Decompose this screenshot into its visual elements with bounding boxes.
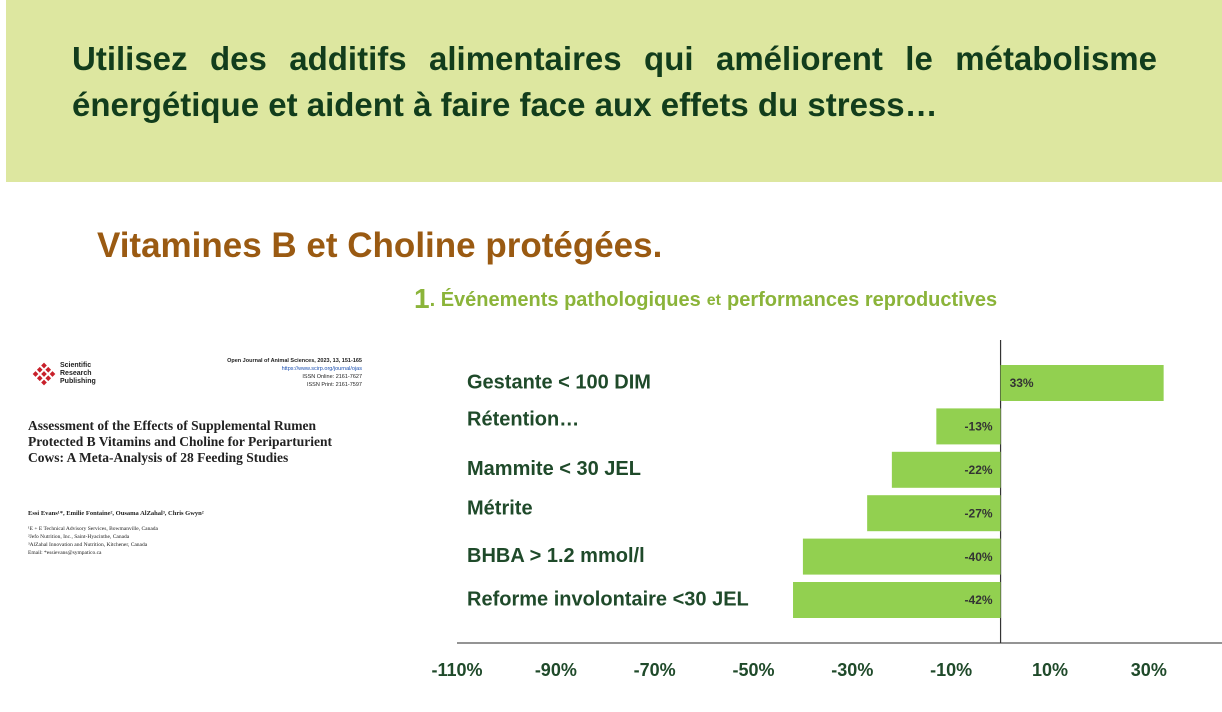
bar bbox=[1000, 365, 1164, 401]
category-label: Gestante < 100 DIM bbox=[467, 371, 651, 393]
header-band: Utilisez des additifs alimentaires qui a… bbox=[6, 0, 1222, 182]
category-label: Métrite bbox=[467, 497, 533, 519]
title-part: performances reproductives bbox=[727, 289, 997, 311]
journal: Open Journal of Animal Sciences, 2023, 1… bbox=[227, 358, 362, 364]
affiliations: ¹E + E Technical Advisory Services, Bowm… bbox=[28, 525, 158, 557]
issn-online: ISSN Online: 2161-7627 bbox=[302, 374, 362, 380]
bar bbox=[793, 582, 1001, 618]
x-tick-label: -30% bbox=[831, 660, 873, 680]
paper-meta: Open Journal of Animal Sciences, 2023, 1… bbox=[227, 357, 362, 389]
title-number: 1 bbox=[414, 283, 430, 314]
value-label: -42% bbox=[965, 593, 993, 607]
paper-title: Assessment of the Effects of Supplementa… bbox=[28, 418, 332, 465]
title-part: et bbox=[707, 292, 722, 309]
affiliation: ²Jefo Nutrition, Inc., Saint-Hyacinthe, … bbox=[28, 534, 130, 540]
x-tick-label: -70% bbox=[634, 660, 676, 680]
x-tick-label: -90% bbox=[535, 660, 577, 680]
affiliation: Email: *essievans@sympatico.ca bbox=[28, 550, 102, 556]
chart-title: 1. Événements pathologiques et performance… bbox=[414, 283, 997, 314]
subtitle: Vitamines B et Choline protégées. bbox=[97, 226, 663, 265]
bar bbox=[867, 495, 1001, 532]
value-label: -40% bbox=[965, 550, 993, 564]
x-tick-label: -110% bbox=[431, 660, 482, 680]
paper-authors: Essi Evans¹*, Emilie Fontaine², Ousama A… bbox=[28, 510, 204, 517]
publisher-logo bbox=[32, 362, 56, 386]
title-part: . Événements pathologiques bbox=[430, 288, 701, 311]
x-tick-label: 10% bbox=[1032, 660, 1068, 680]
header-title: Utilisez des additifs alimentaires qui a… bbox=[72, 40, 1157, 123]
journal-url[interactable]: https://www.scirp.org/journal/ojas bbox=[281, 366, 362, 372]
affiliation: ¹E + E Technical Advisory Services, Bowm… bbox=[28, 526, 158, 532]
bar bbox=[802, 538, 1001, 575]
value-label: -13% bbox=[965, 420, 993, 434]
category-label: Rétention… bbox=[467, 409, 579, 431]
value-label: -27% bbox=[965, 506, 993, 520]
x-tick-label: 30% bbox=[1131, 660, 1167, 680]
category-label: Mammite < 30 JEL bbox=[467, 458, 641, 480]
bar bbox=[891, 451, 1001, 488]
value-label: 33% bbox=[1010, 376, 1034, 390]
publisher: Scientific Research Publishing bbox=[60, 362, 96, 385]
value-label: -22% bbox=[965, 463, 993, 477]
paper-thumbnail: Scientific Research Publishing Open Jour… bbox=[0, 340, 380, 580]
x-tick-label: -50% bbox=[732, 660, 774, 680]
category-label: Reforme involontaire <30 JEL bbox=[467, 588, 749, 610]
affiliation: ³AlZahal Innovation and Nutrition, Kitch… bbox=[28, 542, 148, 548]
x-tick-label: -10% bbox=[930, 660, 972, 680]
category-label: BHBA > 1.2 mmol/l bbox=[467, 545, 645, 567]
issn-print: ISSN Print: 2161-7597 bbox=[306, 382, 362, 388]
bar bbox=[936, 408, 1001, 445]
